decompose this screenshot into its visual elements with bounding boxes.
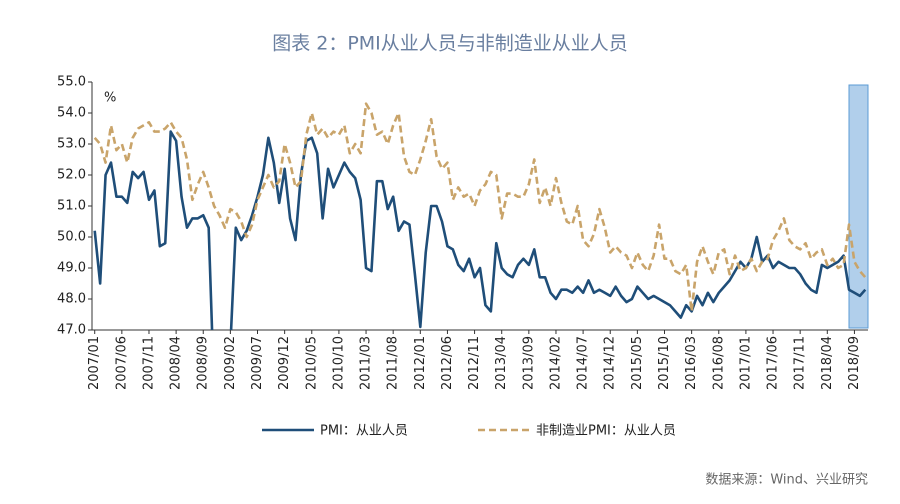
y-tick-label: 53.0 [57,137,86,152]
x-tick-label: 2007/11 [141,336,156,390]
series-line [93,130,867,330]
x-tick-label: 2017/06 [766,336,781,390]
x-tick-label: 2014/12 [603,336,618,390]
x-tick-label: 2008/09 [196,336,211,390]
x-tick-label: 2014/02 [548,336,563,390]
x-tick-label: 2009/12 [277,336,292,390]
y-tick-label: 55.0 [57,75,86,90]
x-tick-label: 2015/10 [657,336,672,390]
x-tick-label: 2010/05 [304,336,319,390]
x-tick-label: 2013/09 [521,336,536,390]
chart-title: 图表 2：PMI从业人员与非制造业从业人员 [272,33,628,55]
x-tick-label: 2013/04 [494,336,509,390]
x-tick-label: 2018/09 [847,336,862,390]
series-line [93,102,867,313]
x-tick-label: 2011/03 [359,336,374,390]
x-tick-label: 2011/08 [386,336,401,390]
y-tick-label: 50.0 [57,230,86,245]
x-tick-label: 2014/07 [576,336,591,390]
x-tick-label: 2016/03 [684,336,699,390]
x-tick-label: 2010/10 [331,336,346,390]
y-tick-label: 47.0 [57,323,86,338]
x-tick-label: 2017/11 [793,336,808,390]
highlight-band [848,84,869,329]
y-unit: % [104,91,116,106]
plot-area [93,102,867,330]
x-tick-label: 2012/06 [440,336,455,390]
source-note: 数据来源：Wind、兴业研究 [705,473,868,488]
x-tick-label: 2012/01 [413,336,428,390]
x-tick-label: 2009/07 [250,336,265,390]
y-tick-label: 51.0 [57,199,86,214]
x-tick-label: 2015/05 [630,336,645,390]
y-tick-label: 49.0 [57,261,86,276]
legend-label: 非制造业PMI：从业人员 [536,424,676,439]
x-tick-label: 2012/11 [467,336,482,390]
x-tick-label: 2017/01 [738,336,753,390]
x-tick-label: 2008/04 [169,336,184,390]
x-tick-label: 2016/08 [711,336,726,390]
x-tick-label: 2007/06 [114,336,129,390]
legend-label: PMI：从业人员 [320,424,408,439]
y-tick-label: 52.0 [57,168,86,183]
x-tick-label: 2007/01 [87,336,102,390]
y-tick-label: 54.0 [57,106,86,121]
x-tick-label: 2009/02 [223,336,238,390]
y-tick-label: 48.0 [57,292,86,307]
x-tick-label: 2018/04 [820,336,835,390]
